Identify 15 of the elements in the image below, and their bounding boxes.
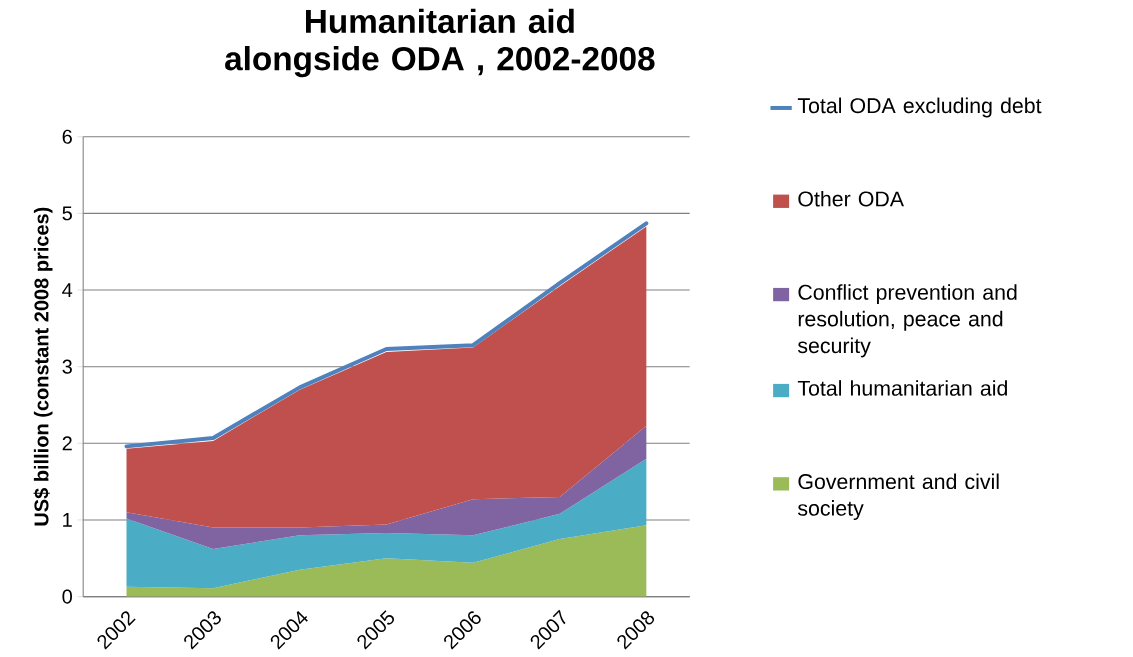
y-tick-label: 2 (62, 436, 72, 451)
y-tick-label: 5 (62, 206, 72, 221)
y-tick-label: 0 (62, 589, 72, 604)
legend-label: Conflict prevention and resolution, peace and security (797, 284, 1017, 358)
y-tick-label: 4 (62, 283, 73, 297)
y-tick-label: 6 (62, 129, 72, 144)
y-axis-title: US$ billion (constant 2008 prices) (33, 207, 53, 526)
line-series (124, 221, 649, 449)
legend-label: Government and civil society (797, 473, 999, 520)
legend-label: Other ODA (798, 190, 904, 207)
y-tick-label: 3 (62, 359, 72, 374)
legend-label: Total ODA excluding debt (797, 97, 1042, 118)
y-tick-label: 1 (63, 513, 72, 527)
chart-title: Humanitarian aid alongside ODA , 2002-2008 (225, 8, 655, 78)
legend-label: Total humanitarian aid (797, 380, 1007, 396)
